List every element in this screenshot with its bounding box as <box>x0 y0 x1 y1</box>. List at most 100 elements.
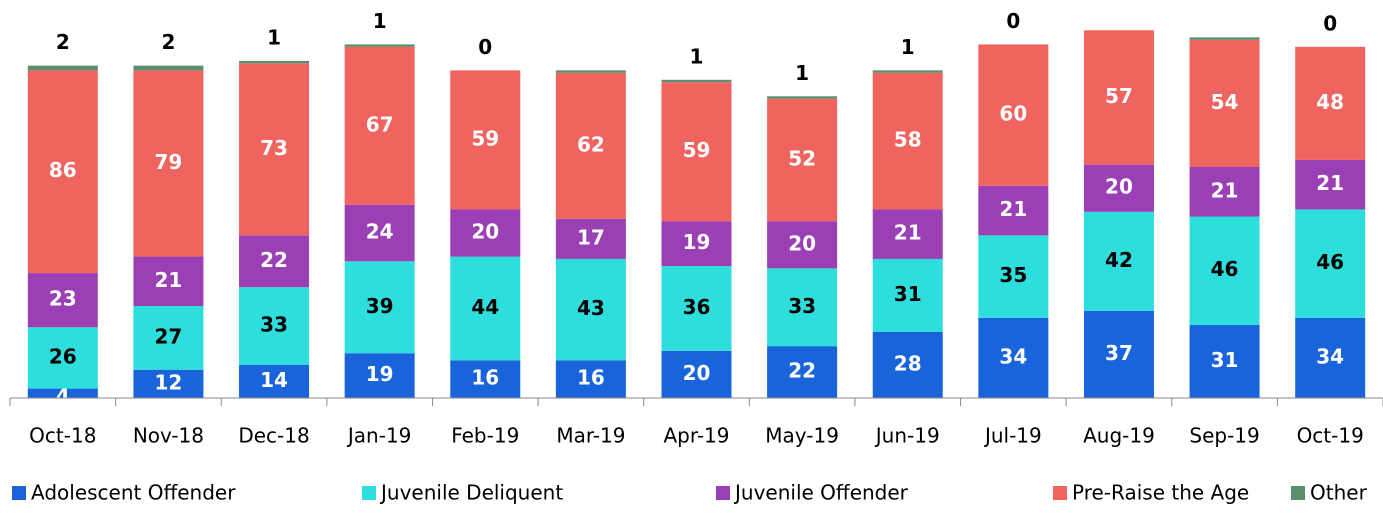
data-label: 21 <box>155 268 183 292</box>
bar-segment <box>1083 211 1154 311</box>
bar-segment <box>133 65 204 71</box>
bar-segment <box>27 327 98 389</box>
x-tick-label: May-19 <box>765 424 839 448</box>
bar-segment <box>133 369 204 398</box>
data-label: 24 <box>366 220 394 244</box>
bar-segment <box>27 273 98 328</box>
data-label: 21 <box>1211 178 1239 202</box>
data-label: 31 <box>894 282 922 306</box>
bar-segment <box>1189 37 1260 40</box>
legend-swatch <box>1291 486 1305 500</box>
bar-segment <box>978 44 1049 186</box>
bar-segment <box>344 44 415 47</box>
bar-segment <box>872 332 943 398</box>
data-label: 20 <box>1105 175 1133 199</box>
legend-swatch <box>1053 486 1067 500</box>
data-label: 0 <box>1006 9 1020 33</box>
bar-segment <box>1189 167 1260 217</box>
bar-segment <box>1189 39 1260 167</box>
x-tick-label: Oct-18 <box>29 424 96 448</box>
bar-segment <box>1295 46 1366 160</box>
data-label: 33 <box>788 294 816 318</box>
x-tick-label: Aug-19 <box>1083 424 1155 448</box>
bar-segment <box>661 221 732 266</box>
data-label: 34 <box>1316 344 1344 368</box>
bar-segment <box>133 70 204 257</box>
bar-segment <box>872 70 943 73</box>
bar-segment <box>27 65 98 71</box>
data-label: 31 <box>1211 348 1239 372</box>
data-label: 33 <box>260 313 288 337</box>
x-tick-label: Sep-19 <box>1189 424 1259 448</box>
x-tick-label: Feb-19 <box>451 424 519 448</box>
bar-segment <box>767 98 838 222</box>
bar-segment <box>450 256 521 361</box>
x-tick-label: Jul-19 <box>983 424 1042 448</box>
data-label: 17 <box>577 225 605 249</box>
bar-segment <box>767 346 838 398</box>
data-label: 20 <box>471 220 499 244</box>
data-label: 39 <box>366 294 394 318</box>
data-label: 1 <box>795 61 809 85</box>
data-label: 37 <box>1105 341 1133 365</box>
legend-swatch <box>716 486 730 500</box>
data-label: 73 <box>260 136 288 160</box>
bar-segment <box>239 63 310 236</box>
bar-segment <box>133 306 204 370</box>
data-label: 1 <box>901 35 915 59</box>
data-label: 14 <box>260 368 288 392</box>
legend-swatch <box>362 486 376 500</box>
data-label: 59 <box>683 138 711 162</box>
bar-segment <box>555 70 626 73</box>
bar-segment <box>450 360 521 398</box>
data-label: 0 <box>478 35 492 59</box>
bar-segment <box>767 221 838 269</box>
data-label: 20 <box>683 361 711 385</box>
bar-segment <box>1189 216 1260 325</box>
bar-segment <box>344 353 415 398</box>
bar-segment <box>872 72 943 210</box>
data-label: 19 <box>683 230 711 254</box>
data-label: 27 <box>155 324 183 348</box>
bar-segment <box>1295 317 1366 398</box>
data-label: 16 <box>471 366 499 390</box>
data-label: 34 <box>999 344 1027 368</box>
data-label: 54 <box>1211 90 1239 114</box>
bar-segment <box>978 235 1049 318</box>
data-label: 58 <box>894 128 922 152</box>
x-tick-label: Mar-19 <box>556 424 625 448</box>
data-label: 67 <box>366 112 394 136</box>
bar-segment <box>239 365 310 398</box>
x-tick-label: Jan-19 <box>346 424 412 448</box>
data-label: 19 <box>366 362 394 386</box>
bar-segment <box>344 204 415 262</box>
data-label: 1 <box>267 25 281 49</box>
x-tick-label: Apr-19 <box>664 424 730 448</box>
bar-segment <box>555 72 626 219</box>
data-label: 21 <box>1316 171 1344 195</box>
data-label: 0 <box>1323 11 1337 35</box>
data-label: 20 <box>788 231 816 255</box>
bar-segment <box>978 317 1049 398</box>
bar-segment <box>1295 209 1366 318</box>
data-label: 79 <box>155 150 183 174</box>
x-tick-label: Dec-18 <box>238 424 309 448</box>
bar-segment <box>27 70 98 274</box>
bar-segment <box>450 209 521 257</box>
data-label: 44 <box>471 295 499 319</box>
x-tick-label: Jun-19 <box>874 424 940 448</box>
data-label: 2 <box>56 30 70 54</box>
data-label: 28 <box>894 352 922 376</box>
data-label: 48 <box>1316 90 1344 114</box>
bar-segment <box>450 70 521 210</box>
data-label: 62 <box>577 132 605 156</box>
bar-segment <box>239 287 310 365</box>
bar-segment <box>27 388 98 398</box>
data-label: 26 <box>49 344 77 368</box>
data-label: 86 <box>49 158 77 182</box>
bar-segment <box>344 261 415 354</box>
bar-segment <box>661 350 732 398</box>
legend-label: Adolescent Offender <box>31 481 236 505</box>
bar-segment <box>1083 30 1154 165</box>
